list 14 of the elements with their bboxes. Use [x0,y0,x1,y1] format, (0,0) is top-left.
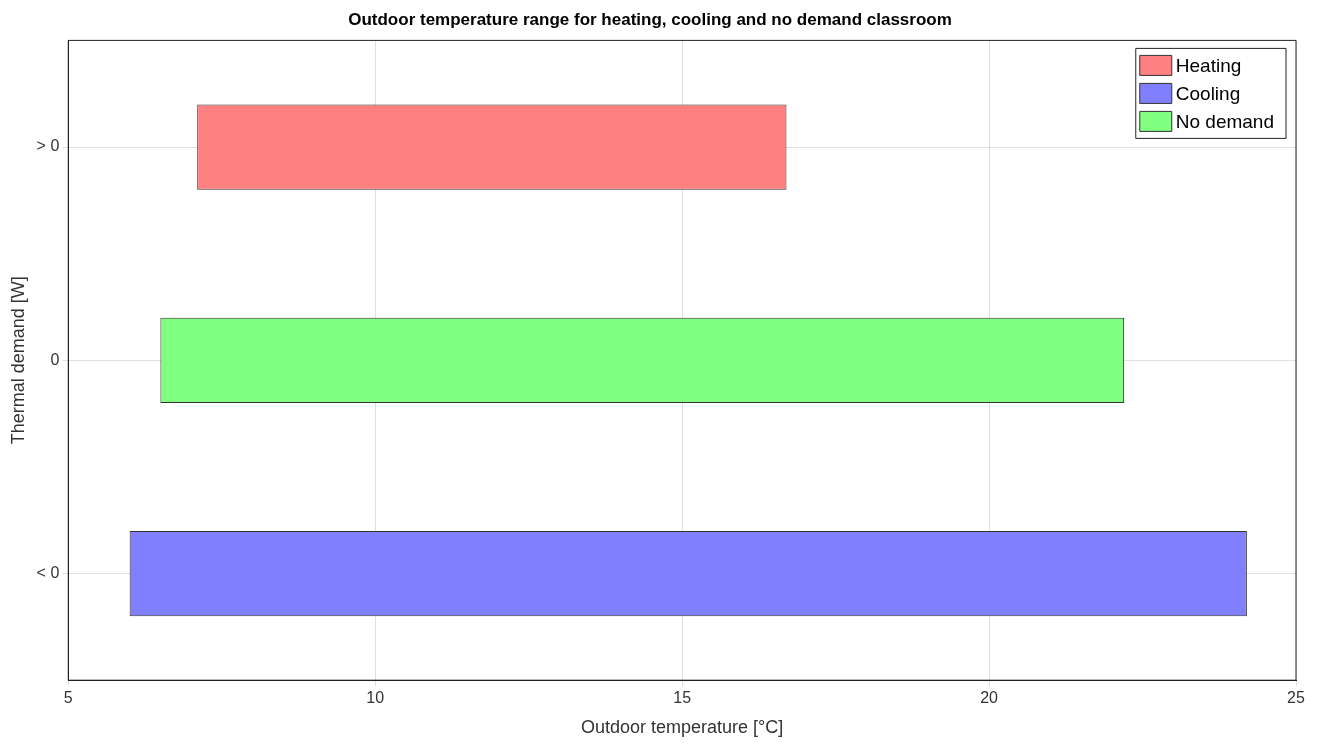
legend-label: Heating [1175,54,1242,76]
x-tick-label: 20 [980,689,999,707]
x-tick-label: 5 [63,689,73,707]
chart-title: Outdoor temperature range for heating, cooling and no demand classroom [348,9,952,29]
y-axis-title: Thermal demand [W] [7,276,28,445]
y-tick-label: < 0 [36,563,60,581]
x-tick-label: 25 [1287,689,1305,707]
x-tick-label: 10 [366,689,385,707]
y-tick-label: 0 [50,350,60,368]
legend-label: Cooling [1175,82,1241,104]
y-tick-label: > 0 [36,137,60,155]
legend-label: No demand [1175,110,1275,132]
x-axis-title: Outdoor temperature [°C] [581,717,784,738]
x-tick-label: 15 [673,689,692,707]
